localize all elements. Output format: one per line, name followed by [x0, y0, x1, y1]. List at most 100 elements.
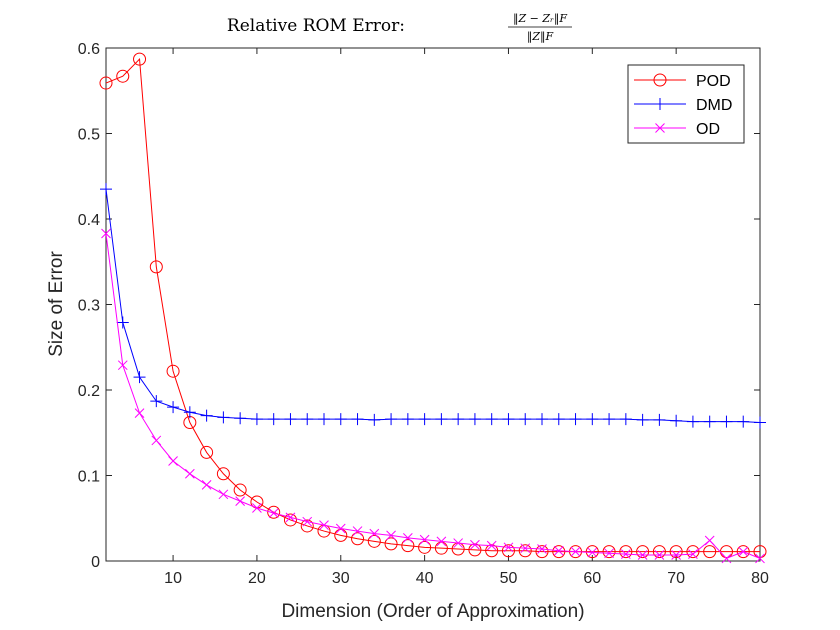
dmd-point — [670, 414, 683, 427]
x-tick-label: 40 — [416, 570, 434, 587]
od-point — [587, 547, 598, 558]
dmd-point — [401, 413, 414, 426]
dmd-point — [485, 413, 498, 426]
od-point — [671, 550, 682, 560]
legend-marker-pod — [653, 73, 667, 87]
od-point — [151, 435, 162, 446]
y-tick-label: 0.5 — [78, 127, 100, 144]
od-point — [335, 523, 346, 534]
dmd-point — [636, 413, 649, 426]
pod-point — [200, 445, 214, 459]
pod-point — [686, 545, 700, 559]
axes: 10 20 30 40 50 60 70 80 0 0.1 0.2 0.3 0.4 0.5 0.6 — [78, 41, 769, 587]
x-tick-label: 10 — [164, 570, 182, 587]
od-point — [738, 546, 749, 557]
od-point — [553, 545, 564, 556]
legend: POD DMD OD — [627, 64, 745, 144]
od-point — [604, 548, 614, 559]
od-line — [105, 233, 761, 560]
dmd-point — [267, 413, 280, 426]
pod-point — [636, 545, 650, 559]
dmd-point — [116, 316, 129, 329]
od-point — [168, 456, 178, 466]
dmd-point — [351, 413, 364, 426]
legend-label-dmd: DMD — [696, 97, 732, 114]
dmd-point — [150, 395, 163, 408]
od-point — [503, 542, 514, 553]
dmd-point — [100, 183, 112, 196]
dmd-line — [105, 189, 761, 423]
pod-point — [401, 539, 415, 553]
y-axis-label: Size of Error — [46, 251, 67, 357]
pod-point — [703, 545, 717, 559]
dmd-point — [183, 406, 196, 419]
od-point — [218, 489, 229, 500]
dmd-point — [133, 371, 146, 384]
x-tick-label: 70 — [667, 570, 685, 587]
series-dmd — [100, 183, 766, 429]
dmd-point — [418, 413, 431, 426]
od-point — [184, 468, 195, 479]
dmd-point — [703, 415, 716, 428]
pod-point — [485, 544, 499, 558]
x-axis-label: Dimension (Order of Approximation) — [281, 601, 584, 622]
dmd-point — [385, 413, 398, 426]
od-point — [252, 503, 262, 513]
dmd-point — [200, 409, 213, 422]
pod-point — [753, 545, 767, 559]
pod-point — [418, 540, 432, 554]
dmd-point — [250, 413, 263, 426]
od-point — [688, 549, 698, 560]
dmd-point — [754, 416, 766, 429]
x-tick-label: 60 — [583, 570, 601, 587]
pod-point — [149, 260, 163, 274]
od-point — [117, 360, 128, 371]
pod-point — [552, 545, 566, 559]
od-point — [721, 553, 732, 564]
pod-point — [468, 543, 482, 557]
od-point — [654, 550, 665, 560]
od-point — [352, 526, 363, 536]
dmd-point — [368, 413, 381, 426]
y-tick-label: 0.4 — [78, 212, 100, 229]
od-point — [620, 549, 631, 560]
pod-point — [736, 545, 750, 559]
dmd-point — [217, 411, 230, 424]
dmd-point — [435, 413, 448, 426]
x-tick-label: 20 — [248, 570, 266, 587]
od-point — [704, 535, 715, 546]
dmd-point — [318, 413, 330, 426]
od-point — [134, 408, 145, 418]
od-point — [285, 512, 296, 523]
plot-series — [99, 52, 767, 564]
y-tick-label: 0 — [91, 554, 100, 571]
od-point — [386, 530, 396, 541]
pod-point — [384, 537, 398, 551]
chart-title: Relative ROM Error: — [227, 16, 405, 36]
pod-point — [267, 505, 281, 519]
dmd-point — [603, 413, 616, 426]
pod-point — [585, 545, 599, 559]
od-point — [419, 534, 430, 545]
dmd-point — [502, 413, 515, 426]
pod-point — [367, 534, 381, 548]
pod-point — [669, 545, 683, 559]
dmd-point — [167, 401, 180, 414]
y-tick-label: 0.2 — [78, 383, 100, 400]
pod-point — [233, 483, 247, 497]
dmd-point — [334, 413, 347, 426]
dmd-point — [301, 413, 314, 426]
od-point — [402, 533, 413, 543]
dmd-point — [468, 413, 481, 426]
pod-point — [133, 52, 147, 66]
pod-point — [216, 467, 230, 481]
dmd-point — [653, 413, 666, 426]
pod-point — [602, 545, 616, 559]
od-point — [453, 538, 464, 548]
dmd-point — [552, 413, 565, 426]
y-tick-label: 0.3 — [78, 298, 100, 315]
od-point — [637, 550, 648, 560]
pod-point — [434, 541, 448, 555]
